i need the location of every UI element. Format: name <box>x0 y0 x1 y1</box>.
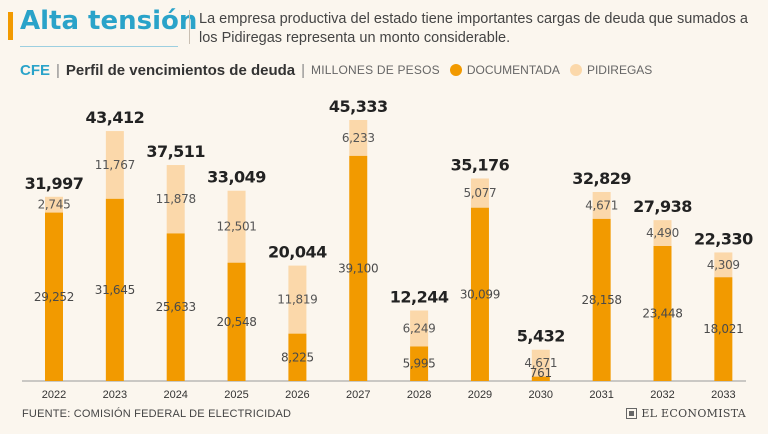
total-label-2026: 20,044 <box>268 243 327 262</box>
bar-documentada-2023 <box>105 198 124 381</box>
bar-pidiregas-2031 <box>592 191 611 219</box>
bar-documentada-2030 <box>531 376 550 381</box>
bar-documentada-2025 <box>227 262 246 381</box>
chart-title: Perfil de vencimientos de deuda <box>65 61 296 79</box>
pidiregas-label-2024: 11,878 <box>156 192 196 206</box>
bar-documentada-2024 <box>166 233 185 381</box>
bar-documentada-2029 <box>470 207 489 381</box>
x-tick-label-2026: 2026 <box>285 389 309 401</box>
bar-documentada-2033 <box>714 277 733 381</box>
bar-documentada-2032 <box>653 246 672 381</box>
bar-pidiregas-2025 <box>227 190 246 263</box>
total-label-2024: 37,511 <box>146 142 205 161</box>
total-label-2031: 32,829 <box>572 169 631 188</box>
x-tick-label-2027: 2027 <box>346 389 370 401</box>
documentada-label-2030: 761 <box>530 366 552 380</box>
bar-pidiregas-2022 <box>45 196 63 213</box>
legend-swatch-documentada <box>449 64 462 76</box>
legend-divider: | <box>56 61 60 79</box>
brand-mark-icon <box>626 408 638 419</box>
title-accent-bar <box>8 12 13 40</box>
documentada-label-2032: 23,448 <box>642 307 682 321</box>
pidiregas-label-2026: 11,819 <box>277 293 317 307</box>
bar-pidiregas-2029 <box>470 178 489 208</box>
legend-swatch-pidiregas <box>569 64 582 76</box>
documentada-label-2031: 28,158 <box>582 293 622 307</box>
x-tick-label-2023: 2023 <box>103 389 127 401</box>
legend-label-documentada: DOCUMENTADA <box>466 63 560 77</box>
total-label-2022: 31,997 <box>25 174 84 193</box>
total-label-2027: 45,333 <box>329 97 388 116</box>
total-label-2032: 27,938 <box>633 197 692 216</box>
documentada-label-2025: 20,548 <box>216 315 256 329</box>
pidiregas-label-2030: 4,671 <box>524 356 557 370</box>
pidiregas-label-2029: 5,077 <box>464 186 497 200</box>
title-underline <box>20 46 178 47</box>
documentada-label-2029: 30,099 <box>460 287 500 301</box>
bar-pidiregas-2026 <box>288 265 307 334</box>
pidiregas-label-2027: 6,233 <box>342 131 375 145</box>
bar-documentada-2026 <box>288 333 307 381</box>
bar-documentada-2022 <box>45 212 63 381</box>
bar-pidiregas-2030 <box>531 349 550 377</box>
documentada-label-2026: 8,225 <box>281 350 314 364</box>
x-tick-label-2024: 2024 <box>163 389 187 401</box>
documentada-label-2027: 39,100 <box>338 261 378 275</box>
brand-name: EL ECONOMISTA <box>641 407 746 420</box>
total-label-2030: 5,432 <box>517 327 565 346</box>
entity-label: CFE <box>20 61 50 79</box>
pidiregas-label-2022: 2,745 <box>38 198 71 212</box>
documentada-label-2024: 25,633 <box>156 300 196 314</box>
total-label-2028: 12,244 <box>390 288 449 307</box>
legend-label-pidiregas: PIDIREGAS <box>586 63 653 77</box>
pidiregas-label-2031: 4,671 <box>585 198 618 212</box>
bar-documentada-2027 <box>349 155 368 381</box>
page-title: Alta tensión <box>20 6 198 36</box>
bar-documentada-2031 <box>592 218 611 381</box>
documentada-label-2022: 29,252 <box>34 290 74 304</box>
total-label-2025: 33,049 <box>207 168 266 187</box>
x-tick-label-2028: 2028 <box>407 389 431 401</box>
x-tick-label-2029: 2029 <box>468 389 492 401</box>
x-tick-label-2032: 2032 <box>650 389 674 401</box>
bar-pidiregas-2033 <box>714 252 733 278</box>
page-subtitle: La empresa productiva del estado tiene i… <box>199 11 748 46</box>
chart-legend-row: CFE | Perfil de vencimientos de deuda | … <box>20 58 652 82</box>
pidiregas-label-2033: 4,309 <box>707 258 740 272</box>
x-tick-label-2033: 2033 <box>711 389 735 401</box>
pidiregas-label-2023: 11,767 <box>95 158 135 172</box>
total-label-2023: 43,412 <box>85 108 144 127</box>
pidiregas-label-2025: 12,501 <box>216 220 256 234</box>
bar-documentada-2028 <box>410 346 429 381</box>
bar-pidiregas-2028 <box>410 310 429 347</box>
pidiregas-label-2032: 4,490 <box>646 226 679 240</box>
brand-logo: EL ECONOMISTA <box>626 407 746 420</box>
bar-pidiregas-2032 <box>653 220 672 247</box>
documentada-label-2023: 31,645 <box>95 283 135 297</box>
bar-pidiregas-2024 <box>166 165 185 234</box>
pidiregas-label-2028: 6,249 <box>403 321 436 335</box>
bar-pidiregas-2027 <box>349 120 368 156</box>
x-tick-label-2025: 2025 <box>224 389 248 401</box>
bar-pidiregas-2023 <box>105 131 124 199</box>
x-tick-label-2031: 2031 <box>589 389 613 401</box>
documentada-label-2033: 18,021 <box>703 322 743 336</box>
total-label-2029: 35,176 <box>451 155 510 174</box>
header-divider <box>189 10 190 44</box>
legend-divider-2: | <box>301 61 306 79</box>
documentada-label-2028: 5,995 <box>403 357 436 371</box>
x-tick-label-2030: 2030 <box>529 389 553 401</box>
total-label-2033: 22,330 <box>694 229 753 248</box>
source-note: FUENTE: COMISIÓN FEDERAL DE ELECTRICIDAD <box>22 408 292 420</box>
x-tick-label-2022: 2022 <box>42 389 66 401</box>
units-label: MILLONES DE PESOS <box>311 63 440 77</box>
